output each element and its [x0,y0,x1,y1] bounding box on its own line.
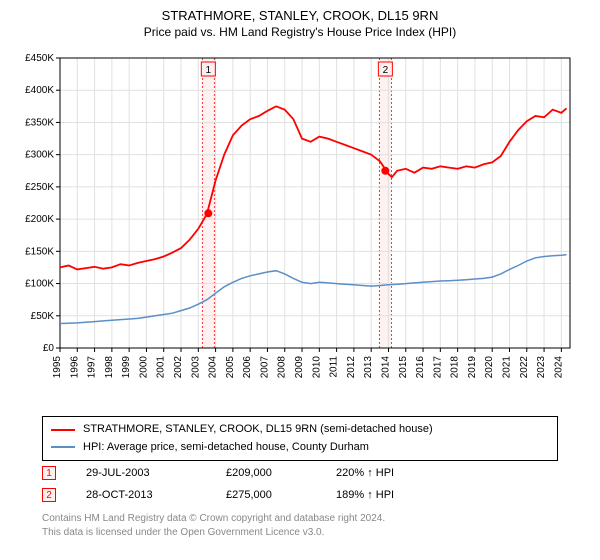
svg-text:2000: 2000 [138,356,149,379]
sale-row: 2 28-OCT-2013 £275,000 189% ↑ HPI [42,484,446,506]
svg-text:£100K: £100K [25,279,54,290]
legend-row: HPI: Average price, semi-detached house,… [51,439,549,457]
svg-text:£50K: £50K [31,311,55,322]
svg-text:1: 1 [206,65,212,76]
svg-text:2007: 2007 [259,356,270,379]
svg-text:2016: 2016 [415,356,426,379]
svg-text:2018: 2018 [450,356,461,379]
svg-text:£300K: £300K [25,150,54,161]
svg-text:2010: 2010 [311,356,322,379]
sale-price: £209,000 [226,467,306,479]
svg-text:2017: 2017 [432,356,443,379]
svg-text:2004: 2004 [208,356,219,379]
svg-text:2006: 2006 [242,356,253,379]
chart-title: STRATHMORE, STANLEY, CROOK, DL15 9RN [0,0,600,23]
sale-pct: 189% ↑ HPI [336,489,446,501]
legend-row: STRATHMORE, STANLEY, CROOK, DL15 9RN (se… [51,421,549,439]
svg-text:2005: 2005 [225,356,236,379]
svg-text:2: 2 [383,65,389,76]
chart-subtitle: Price paid vs. HM Land Registry's House … [0,23,600,39]
sale-date: 29-JUL-2003 [86,467,196,479]
svg-text:2022: 2022 [519,356,530,379]
footnote: Contains HM Land Registry data © Crown c… [42,512,385,540]
svg-text:1998: 1998 [104,356,115,379]
svg-text:£250K: £250K [25,182,54,193]
svg-text:2011: 2011 [329,356,340,378]
sale-date: 28-OCT-2013 [86,489,196,501]
sale-price: £275,000 [226,489,306,501]
chart-area: £0 £50K £100K £150K £200K £250K £300K £350K £400… [10,48,590,408]
svg-text:£450K: £450K [25,53,54,64]
svg-text:2002: 2002 [173,356,184,379]
svg-text:1996: 1996 [69,356,80,379]
svg-text:2008: 2008 [277,356,288,379]
sale-pct: 220% ↑ HPI [336,467,446,479]
svg-text:1999: 1999 [121,356,132,379]
sale-marker: 2 [42,488,56,502]
line-chart-svg: £0 £50K £100K £150K £200K £250K £300K £350K £400… [10,48,590,408]
svg-text:£150K: £150K [25,246,54,257]
svg-text:2013: 2013 [363,356,374,379]
svg-text:2012: 2012 [346,356,357,379]
svg-text:2001: 2001 [156,356,167,379]
svg-text:2019: 2019 [467,356,478,379]
svg-text:2009: 2009 [294,356,305,379]
legend-label: HPI: Average price, semi-detached house,… [83,439,369,457]
svg-text:2003: 2003 [190,356,201,379]
svg-text:2015: 2015 [398,356,409,379]
svg-text:1997: 1997 [87,356,98,379]
svg-text:£400K: £400K [25,85,54,96]
svg-text:£200K: £200K [25,214,54,225]
svg-text:£350K: £350K [25,117,54,128]
svg-text:2023: 2023 [536,356,547,379]
svg-text:1995: 1995 [52,356,63,379]
legend-label: STRATHMORE, STANLEY, CROOK, DL15 9RN (se… [83,421,433,439]
chart-container: STRATHMORE, STANLEY, CROOK, DL15 9RN Pri… [0,0,600,560]
footnote-line2: This data is licensed under the Open Gov… [42,526,385,540]
legend-swatch [51,446,75,448]
svg-text:2024: 2024 [553,356,564,379]
svg-text:2020: 2020 [484,356,495,379]
footnote-line1: Contains HM Land Registry data © Crown c… [42,512,385,526]
svg-text:2021: 2021 [501,356,512,379]
svg-text:£0: £0 [43,343,55,354]
legend: STRATHMORE, STANLEY, CROOK, DL15 9RN (se… [42,416,558,461]
svg-text:2014: 2014 [380,356,391,379]
sale-marker: 1 [42,466,56,480]
sale-row: 1 29-JUL-2003 £209,000 220% ↑ HPI [42,462,446,484]
sales-table: 1 29-JUL-2003 £209,000 220% ↑ HPI 2 28-OCT-20… [42,462,446,506]
legend-swatch [51,429,75,431]
